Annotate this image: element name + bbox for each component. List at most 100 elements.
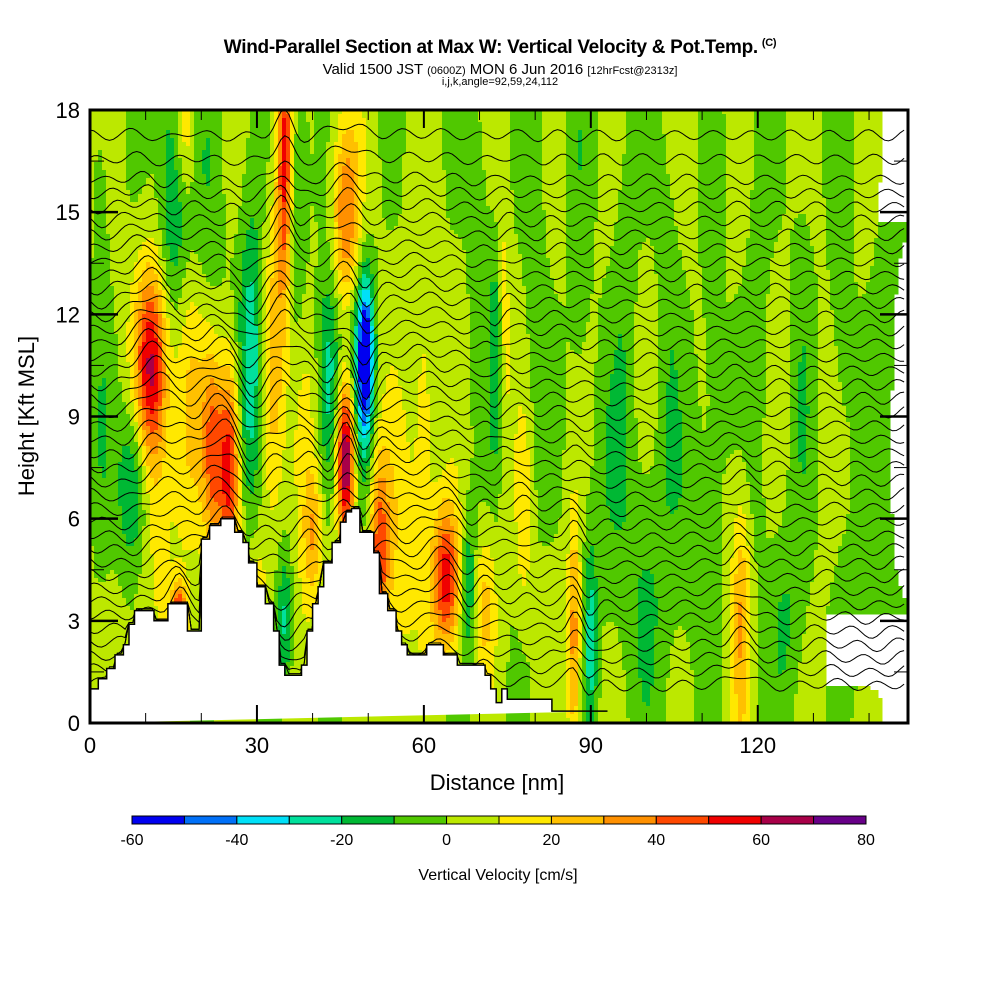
w-cell — [194, 178, 207, 183]
w-cell — [338, 454, 343, 459]
w-cell — [678, 374, 699, 379]
w-cell — [838, 370, 895, 375]
w-cell — [618, 210, 675, 215]
w-cell — [270, 254, 275, 259]
w-cell — [826, 210, 855, 215]
w-cell — [806, 386, 819, 391]
w-cell — [174, 306, 179, 311]
w-cell — [142, 354, 151, 359]
w-cell — [314, 334, 323, 339]
w-cell — [294, 146, 311, 151]
w-cell — [446, 198, 487, 203]
w-cell — [786, 474, 819, 479]
w-cell — [654, 258, 683, 263]
w-cell — [678, 230, 699, 235]
w-cell — [270, 150, 275, 155]
w-cell — [286, 270, 291, 275]
w-cell — [318, 386, 323, 391]
w-cell — [134, 326, 139, 331]
w-cell — [90, 194, 95, 199]
w-cell — [146, 310, 155, 315]
w-cell — [338, 302, 343, 307]
w-cell — [598, 206, 619, 211]
w-cell — [638, 298, 659, 303]
w-cell — [258, 314, 263, 319]
w-cell — [654, 438, 667, 443]
w-cell — [426, 358, 471, 363]
w-cell — [454, 230, 499, 235]
w-cell — [638, 430, 655, 435]
w-cell — [566, 398, 595, 403]
w-cell — [142, 350, 159, 355]
w-cell — [642, 466, 651, 471]
w-cell — [310, 238, 319, 243]
w-cell — [314, 206, 327, 211]
w-cell — [854, 230, 879, 235]
w-cell — [610, 250, 639, 255]
w-cell — [322, 330, 335, 335]
w-cell — [154, 406, 159, 411]
w-cell — [354, 406, 359, 411]
w-cell — [378, 110, 407, 115]
w-cell — [802, 462, 807, 467]
w-cell — [238, 310, 247, 315]
w-cell — [546, 210, 567, 215]
w-cell — [262, 322, 267, 327]
w-cell — [766, 338, 791, 343]
w-cell — [534, 402, 567, 407]
w-cell — [182, 174, 195, 179]
w-cell — [178, 346, 231, 351]
w-cell — [290, 186, 295, 191]
w-cell — [358, 422, 363, 427]
w-cell — [362, 218, 387, 223]
w-cell — [282, 222, 287, 227]
w-cell — [798, 382, 807, 387]
w-cell — [750, 206, 787, 211]
w-cell — [834, 338, 895, 343]
w-cell — [342, 178, 355, 183]
w-cell — [634, 342, 659, 347]
w-cell — [166, 358, 191, 363]
w-cell — [254, 478, 263, 483]
w-cell — [378, 362, 423, 367]
w-cell — [370, 422, 375, 427]
w-cell — [806, 470, 819, 475]
w-cell — [286, 190, 291, 195]
w-cell — [158, 206, 167, 211]
w-cell — [286, 150, 291, 155]
w-cell — [322, 370, 327, 375]
w-cell — [566, 110, 599, 115]
w-cell — [790, 414, 799, 419]
w-cell — [386, 378, 399, 383]
w-cell — [118, 462, 135, 467]
w-cell — [470, 322, 491, 327]
w-cell — [394, 470, 431, 475]
w-cell — [334, 450, 339, 455]
w-cell — [598, 202, 619, 207]
w-cell — [190, 466, 203, 471]
w-cell — [358, 178, 367, 183]
w-cell — [162, 382, 167, 387]
w-cell — [742, 270, 771, 275]
w-cell — [358, 250, 363, 255]
w-cell — [246, 438, 259, 443]
w-cell — [134, 414, 139, 419]
w-cell — [278, 238, 283, 243]
w-cell — [374, 234, 459, 239]
w-cell — [258, 250, 263, 255]
w-cell — [858, 290, 867, 295]
w-cell — [286, 334, 291, 339]
w-cell — [382, 402, 403, 407]
w-cell — [278, 182, 283, 187]
w-cell — [378, 366, 391, 371]
w-cell — [290, 182, 295, 187]
w-cell — [558, 294, 567, 299]
w-cell — [766, 362, 791, 367]
w-cell — [170, 246, 179, 251]
w-cell — [850, 426, 891, 431]
w-cell — [790, 378, 799, 383]
w-cell — [294, 434, 315, 439]
w-cell — [598, 114, 627, 119]
w-cell — [278, 210, 283, 215]
w-cell — [162, 314, 167, 319]
